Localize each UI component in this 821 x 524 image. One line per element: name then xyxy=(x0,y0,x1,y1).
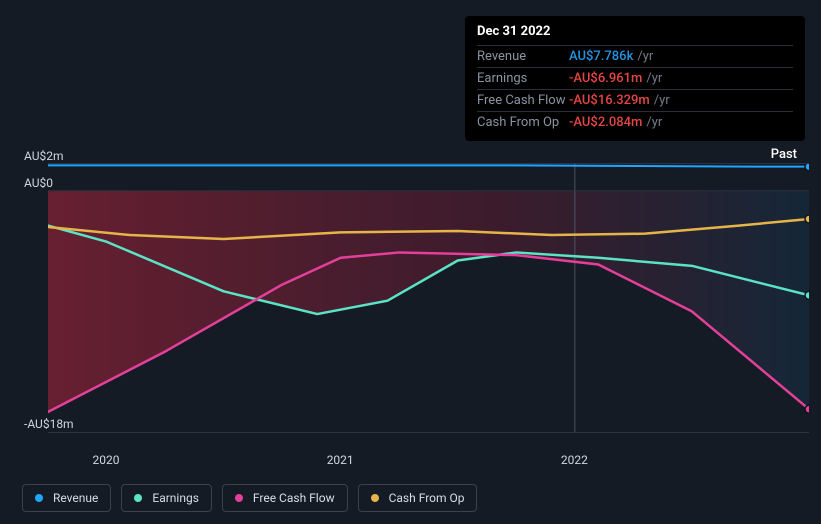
chart-svg xyxy=(48,164,809,432)
tooltip-row: Free Cash Flow-AU$16.329m/yr xyxy=(477,89,793,111)
earnings-chart: AU$2mAU$0-AU$18m Past 202020212022 xyxy=(16,125,809,445)
legend-chip xyxy=(35,494,43,502)
legend-chip xyxy=(235,494,243,502)
y-axis-label: AU$2m xyxy=(24,149,64,163)
legend-label: Cash From Op xyxy=(389,491,465,505)
tooltip-row: Earnings-AU$6.961m/yr xyxy=(477,67,793,89)
tooltip-metric-suffix: /yr xyxy=(654,93,670,108)
tooltip-metric-value: -AU$16.329m xyxy=(569,93,650,108)
tooltip-metric-label: Free Cash Flow xyxy=(477,93,569,108)
tooltip-metric-label: Earnings xyxy=(477,71,569,86)
legend-item-free-cash-flow[interactable]: Free Cash Flow xyxy=(222,484,348,512)
x-axis-label: 2021 xyxy=(327,453,354,467)
x-axis-label: 2022 xyxy=(561,453,588,467)
legend-chip xyxy=(134,494,142,502)
past-label: Past xyxy=(771,147,797,162)
tooltip-metric-value: AU$7.786k xyxy=(569,49,633,64)
series-end-dot xyxy=(805,164,809,171)
legend-item-cash-from-op[interactable]: Cash From Op xyxy=(358,484,478,512)
series-end-dot xyxy=(805,405,809,413)
chart-plot[interactable] xyxy=(48,163,809,433)
legend-item-revenue[interactable]: Revenue xyxy=(22,484,111,512)
chart-fill-area xyxy=(48,191,809,412)
legend-label: Free Cash Flow xyxy=(253,491,335,505)
legend-item-earnings[interactable]: Earnings xyxy=(121,484,212,512)
tooltip-metric-value: -AU$6.961m xyxy=(569,71,642,86)
legend-label: Revenue xyxy=(53,491,98,505)
series-end-dot xyxy=(805,291,809,299)
tooltip-date: Dec 31 2022 xyxy=(477,24,793,45)
legend-label: Earnings xyxy=(152,491,199,505)
series-end-dot xyxy=(805,215,809,223)
x-axis-label: 2020 xyxy=(93,453,120,467)
tooltip-metric-label: Revenue xyxy=(477,49,569,64)
legend-chip xyxy=(371,494,379,502)
series-line-revenue xyxy=(48,165,809,166)
tooltip-row: RevenueAU$7.786k/yr xyxy=(477,45,793,67)
chart-legend: Revenue Earnings Free Cash Flow Cash From O… xyxy=(22,484,477,512)
tooltip-metric-suffix: /yr xyxy=(646,71,662,86)
tooltip-metric-suffix: /yr xyxy=(637,49,653,64)
chart-tooltip: Dec 31 2022 RevenueAU$7.786k/yrEarnings-… xyxy=(465,16,805,141)
